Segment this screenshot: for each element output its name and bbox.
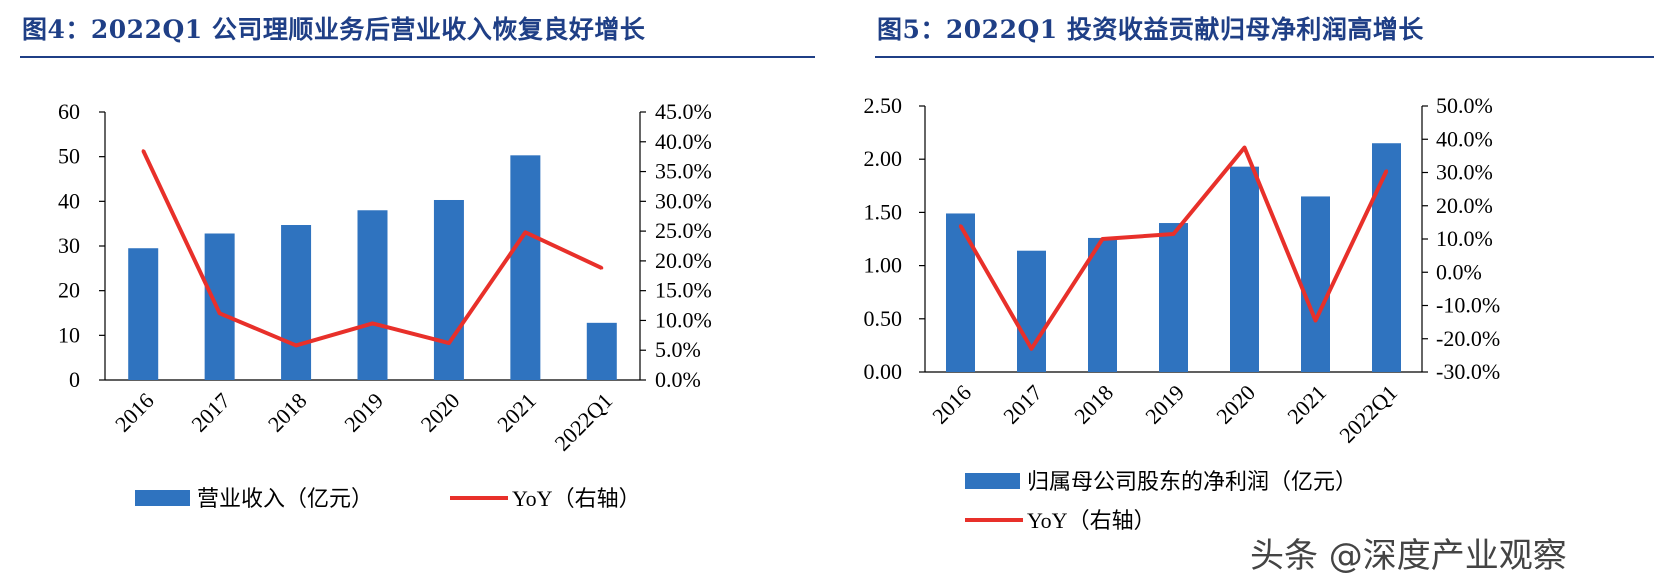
- left-axis-tick-label: 1.50: [864, 199, 903, 224]
- category-label: 2021: [492, 388, 541, 437]
- yoy-point: [1101, 237, 1104, 241]
- bar: [1159, 223, 1188, 372]
- right-axis-tick-label: 30.0%: [655, 188, 712, 213]
- bar: [586, 322, 617, 380]
- left-axis-tick-label: 20: [58, 278, 80, 303]
- yoy-point: [1030, 347, 1033, 351]
- category-label: 2017: [998, 380, 1047, 429]
- right-axis-tick-label: -10.0%: [1436, 293, 1500, 318]
- right-axis-tick-label: 10.0%: [1436, 226, 1493, 251]
- yoy-point: [1243, 146, 1246, 150]
- category-label: 2017: [186, 388, 235, 437]
- category-label: 2018: [263, 388, 312, 437]
- bar: [357, 210, 388, 380]
- yoy-point: [447, 341, 451, 345]
- right-axis-tick-label: 5.0%: [655, 337, 701, 362]
- category-label: 2020: [416, 388, 465, 437]
- category-label: 2021: [1282, 380, 1331, 429]
- category-label: 2022Q1: [550, 388, 618, 456]
- category-label: 2016: [927, 380, 976, 429]
- right-axis-tick-label: 15.0%: [655, 278, 712, 303]
- right-axis-tick-label: 35.0%: [655, 159, 712, 184]
- right-axis-tick-label: 40.0%: [655, 129, 712, 154]
- watermark: 头条 @深度产业观察: [1250, 536, 1567, 576]
- title-underline: [875, 56, 1654, 58]
- left-axis-tick-label: 0: [69, 367, 80, 392]
- category-label: 2019: [339, 388, 388, 437]
- yoy-point: [141, 149, 145, 153]
- right-axis-tick-label: 40.0%: [1436, 126, 1493, 151]
- bar: [1301, 196, 1330, 372]
- right-axis-tick-label: 0.0%: [655, 367, 701, 392]
- left-axis-tick-label: 60: [58, 99, 80, 124]
- category-label: 2019: [1140, 380, 1189, 429]
- right-axis-tick-label: 10.0%: [655, 307, 712, 332]
- left-axis-tick-label: 40: [58, 188, 80, 213]
- right-axis-tick-label: 25.0%: [655, 218, 712, 243]
- bar: [1372, 143, 1401, 372]
- right-axis-tick-label: 20.0%: [655, 248, 712, 273]
- chart-title: 图5：2022Q1 投资收益贡献归母净利润高增长: [877, 15, 1424, 44]
- yoy-point: [1172, 232, 1175, 236]
- yoy-point: [371, 321, 374, 325]
- bar: [1088, 237, 1117, 372]
- bar: [946, 213, 975, 372]
- bar: [510, 155, 541, 380]
- legend-label: YoY（右轴）: [1027, 508, 1156, 533]
- left-axis-tick-label: 1.00: [864, 253, 903, 278]
- category-label: 2022Q1: [1334, 380, 1402, 448]
- right-axis-tick-label: -30.0%: [1436, 359, 1500, 384]
- bar: [281, 225, 312, 380]
- right-axis-tick-label: 20.0%: [1436, 193, 1493, 218]
- yoy-point: [218, 311, 222, 315]
- legend-label: 营业收入（亿元）: [197, 486, 373, 511]
- bar: [1017, 250, 1046, 372]
- legend-label: 归属母公司股东的净利润（亿元）: [1027, 469, 1357, 494]
- legend-swatch-bar: [965, 473, 1020, 489]
- chart-title: 图4：2022Q1 公司理顺业务后营业收入恢复良好增长: [22, 15, 646, 44]
- chart-panel-revenue: 图4：2022Q1 公司理顺业务后营业收入恢复良好增长 0 10 20 30 40 50 6…: [0, 0, 815, 582]
- left-axis-tick-label: 10: [58, 322, 80, 347]
- yoy-point: [1385, 169, 1388, 173]
- net-profit-chart: 0.00 0.50 1.00 1.50 2.00 2.50 -30.0% -20.0% -10.…: [864, 93, 1501, 533]
- bar: [204, 233, 235, 380]
- bar: [433, 199, 464, 380]
- chart-panel-net-profit: 图5：2022Q1 投资收益贡献归母净利润高增长 0.00 0.50 1.00 1.5…: [855, 0, 1654, 582]
- revenue-chart: 0 10 20 30 40 50 60 0.0% 5.0% 10.0% 15.0% 20.0% 25.0…: [58, 99, 712, 511]
- left-axis-tick-label: 0.00: [864, 359, 903, 384]
- bar: [1230, 166, 1259, 372]
- yoy-point: [294, 343, 298, 347]
- title-underline: [20, 56, 815, 58]
- right-axis-tick-label: 0.0%: [1436, 259, 1482, 284]
- left-axis-tick-label: 30: [58, 233, 80, 258]
- legend-label: YoY（右轴）: [512, 486, 641, 511]
- category-label: 2016: [110, 388, 159, 437]
- legend-swatch-bar: [135, 490, 190, 506]
- right-axis-tick-label: -20.0%: [1436, 326, 1500, 351]
- yoy-point: [523, 230, 527, 234]
- right-axis-tick-label: 30.0%: [1436, 160, 1493, 185]
- right-axis-tick-label: 45.0%: [655, 99, 712, 124]
- left-axis-tick-label: 2.50: [864, 93, 903, 118]
- category-label: 2020: [1211, 380, 1260, 429]
- left-axis-tick-label: 2.00: [864, 146, 903, 171]
- right-axis-tick-label: 50.0%: [1436, 93, 1493, 118]
- left-axis-tick-label: 50: [58, 144, 80, 169]
- yoy-point: [600, 266, 604, 270]
- category-label: 2018: [1069, 380, 1118, 429]
- yoy-point: [959, 224, 962, 228]
- left-axis-tick-label: 0.50: [864, 306, 903, 331]
- bar: [128, 248, 159, 380]
- yoy-point: [1314, 318, 1317, 322]
